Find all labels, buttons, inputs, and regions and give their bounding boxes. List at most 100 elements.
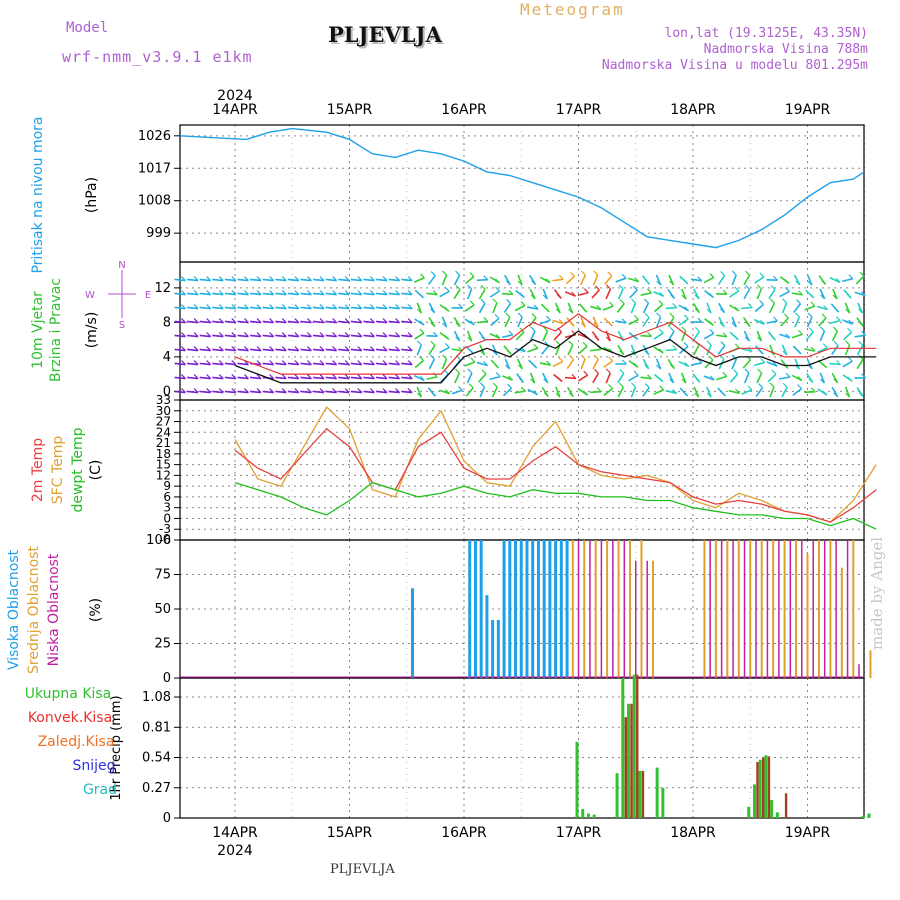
footer-station: PLJEVLJA: [330, 862, 395, 877]
wind-arrow: [325, 320, 337, 324]
wind-arrow-barb: [430, 322, 436, 328]
bottom-day-label: 16APR: [441, 825, 487, 841]
temp-2m-line: [234, 427, 877, 523]
wind-arrow: [592, 372, 600, 384]
wind-arrow: [237, 376, 249, 380]
wind-arrow: [476, 320, 488, 324]
precip-bar-total: [775, 812, 779, 818]
wind-arrow: [704, 359, 714, 369]
wind-arrow-barb: [206, 332, 212, 337]
wind-arrow: [566, 359, 575, 369]
wind-arrow-barb: [319, 346, 325, 351]
wind-arrow: [212, 390, 224, 394]
wind-arrow-barb: [645, 279, 650, 285]
wind-arrow-barb: [833, 341, 839, 346]
wind-arrow-barb: [458, 303, 464, 309]
wind-arrow-barb: [708, 355, 714, 361]
wind-arrow-barb: [506, 299, 511, 304]
precip-bar-total: [592, 814, 596, 818]
wind-arrow-barb: [644, 313, 650, 318]
wind-arrow-barb: [820, 326, 825, 332]
wind-arrow-barb: [669, 326, 675, 332]
wind-arrow: [199, 390, 211, 394]
wind-arrow: [174, 278, 186, 282]
wind-arrow-barb: [847, 327, 853, 333]
wind-arrow: [363, 306, 375, 310]
wind-arrow-barb: [495, 286, 500, 292]
wind-arrow: [667, 316, 675, 328]
wind-arrow: [630, 386, 637, 398]
wind-arrow: [552, 278, 564, 282]
wind-arrow: [453, 288, 461, 300]
wind-arrow: [604, 275, 613, 285]
wind-arrow-barb: [442, 354, 447, 360]
wind-arrow: [212, 306, 224, 310]
wind-arrow-barb: [546, 360, 552, 366]
wind-arrow: [300, 362, 312, 366]
wind-arrow: [416, 344, 423, 356]
wind-arrow: [779, 333, 791, 339]
wind-arrow: [363, 278, 375, 282]
wind-arrow: [855, 275, 865, 285]
wind-arrow: [250, 278, 262, 282]
wind-arrow: [325, 348, 337, 352]
wind-arrow-barb: [206, 374, 212, 379]
wind-arrow: [816, 305, 828, 311]
wind-arrow-barb: [269, 388, 275, 393]
wind-arrow-barb: [218, 374, 224, 379]
wind-arrow-barb: [770, 284, 776, 290]
wind-arrow-barb: [357, 318, 363, 323]
wind-arrow-barb: [709, 272, 715, 278]
wind-arrow: [428, 358, 436, 370]
wind-arrow-barb: [244, 304, 249, 309]
wind-arrow: [791, 292, 803, 296]
wind-arrow: [502, 387, 513, 397]
wind-arrow: [668, 274, 675, 286]
wind-arrow-barb: [530, 326, 536, 332]
wind-arrow-barb: [306, 374, 312, 379]
cloud-bar-high_single: [410, 588, 414, 678]
wind-arrow: [804, 348, 816, 352]
wind-arrow: [212, 376, 224, 380]
wind-arrow: [325, 306, 337, 310]
wind-arrow-barb: [568, 308, 574, 314]
cloud-unit: (%): [88, 598, 104, 622]
wind-arrow: [665, 306, 677, 310]
precip-bar-conv: [630, 703, 633, 818]
wind-arrow-barb: [543, 392, 549, 398]
wind-arrow: [630, 302, 637, 314]
wind-arrow: [426, 376, 438, 380]
wind-arrow: [767, 373, 777, 383]
compass-w-label: W: [85, 290, 95, 301]
wind-arrow-barb: [467, 336, 473, 342]
wind-arrow-barb: [218, 304, 224, 309]
wind-arrow-barb: [269, 332, 275, 337]
wind-arrow-barb: [798, 290, 804, 296]
wind-arrow: [490, 317, 500, 327]
wind-arrow-barb: [809, 293, 815, 299]
cloud-bar-low: [755, 540, 757, 678]
wind-arrow-barb: [773, 275, 778, 281]
wind-arrow-barb: [859, 321, 864, 327]
wind-arrow: [287, 362, 299, 366]
wind-arrow: [742, 359, 752, 369]
cloud-bar-mid: [795, 540, 798, 678]
wind-arrow: [262, 292, 274, 296]
wind-arrow-barb: [771, 369, 777, 375]
wind-arrow-barb: [722, 332, 728, 338]
wind-arrow: [854, 334, 866, 338]
wind-arrow: [275, 376, 287, 380]
wind-arrow-barb: [442, 322, 447, 328]
wind-arrow: [312, 292, 325, 296]
wind-arrow-barb: [808, 378, 814, 384]
wind-arrow-barb: [633, 370, 639, 376]
wind-arrow-barb: [505, 280, 511, 286]
wind-arrow: [754, 318, 765, 326]
wind-arrow: [617, 288, 624, 300]
wind-arrow: [401, 292, 413, 296]
wind-arrow-barb: [833, 378, 839, 384]
wind-arrow-barb: [306, 304, 312, 309]
wind-arrow-barb: [722, 289, 728, 295]
wind-arrow: [338, 362, 350, 366]
wind-arrow: [728, 389, 740, 395]
